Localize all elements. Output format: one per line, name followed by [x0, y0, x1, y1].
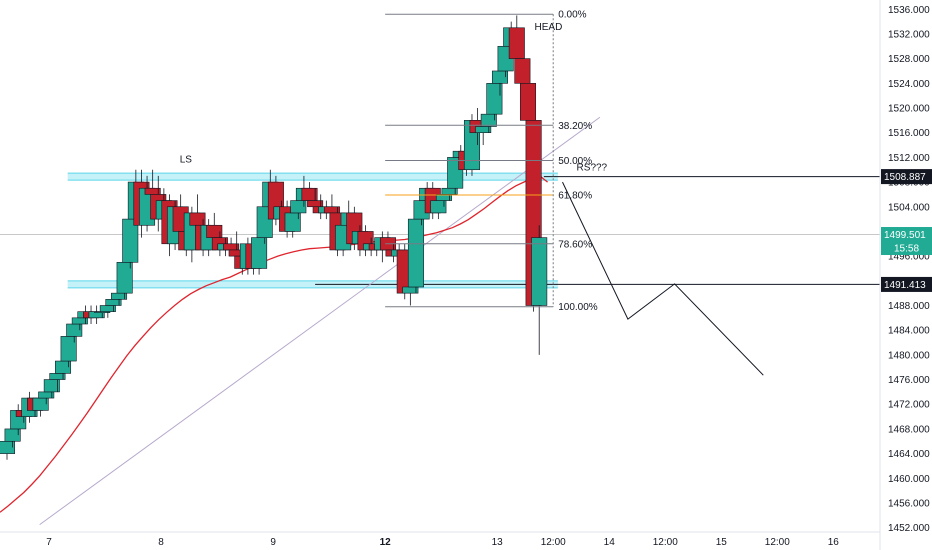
price-badge-0	[881, 169, 932, 185]
price-badge-1	[881, 276, 932, 292]
trendline-layer	[39, 116, 601, 525]
x-tick-label: 8	[158, 537, 164, 548]
projection-layer	[562, 181, 764, 376]
annotation-rs: RS???	[577, 162, 608, 173]
fib-label-2: 50.00%	[558, 156, 592, 167]
y-tick-label: 1516.000	[888, 128, 930, 139]
y-tick-label: 1468.000	[888, 424, 930, 435]
zones-layer	[67, 172, 558, 289]
candle-95	[531, 225, 548, 355]
price-badges: 1508.887 1491.413 1499.501 15:58	[881, 169, 932, 292]
ema-line	[0, 175, 549, 513]
projection-path	[562, 181, 764, 376]
fib-label-5: 100.00%	[558, 302, 598, 313]
trendline	[39, 116, 601, 525]
candle-93	[519, 83, 537, 133]
candles-layer	[0, 15, 548, 460]
y-tick-label: 1484.000	[888, 326, 930, 337]
y-tick-label: 1472.000	[888, 400, 930, 411]
y-tick-label: 1504.000	[888, 202, 930, 213]
y-tick-label: 1464.000	[888, 449, 930, 460]
y-tick-label: 1460.000	[888, 474, 930, 485]
candle-body-95	[531, 237, 548, 306]
fib-label-4: 78.60%	[558, 239, 592, 250]
x-tick-label: 15	[716, 537, 728, 548]
fib-layer: 0.00% 38.20% 50.00% 61.80% 78.60% 100.00%	[385, 10, 598, 313]
current-price-badge	[881, 227, 932, 256]
current-price-label: 1499.501	[884, 230, 926, 241]
candle-body-73	[407, 218, 424, 288]
fib-label-0: 0.00%	[558, 10, 586, 21]
annotation-head: HEAD	[535, 22, 563, 33]
y-tick-label: 1496.000	[888, 252, 930, 263]
y-tick-label: 1528.000	[888, 54, 930, 65]
candle-body-92	[514, 58, 531, 84]
candle-73	[407, 212, 424, 294]
fib-label-1: 38.20%	[558, 121, 592, 132]
fib-label-3: 61.80%	[558, 191, 592, 202]
y-tick-label: 1452.000	[888, 523, 930, 534]
y-tick-label: 1536.000	[888, 5, 930, 16]
y-tick-label: 1476.000	[888, 375, 930, 386]
candle-body-93	[519, 83, 537, 121]
y-tick-label: 1480.000	[888, 350, 930, 361]
x-tick-label: 7	[46, 537, 52, 548]
y-tick-label: 1512.000	[888, 153, 930, 164]
y-tick-label: 1488.000	[888, 301, 930, 312]
x-tick-label: 13	[492, 537, 504, 548]
candle-22	[122, 212, 139, 269]
x-tick-label: 16	[828, 537, 840, 548]
y-tick-label: 1456.000	[888, 498, 930, 509]
candle-body-91	[508, 27, 525, 59]
annotations-layer: LS HEAD RS???	[180, 22, 608, 173]
x-tick-label: 12:00	[541, 537, 566, 548]
candle-45	[251, 231, 268, 275]
y-tick-label: 1524.000	[888, 79, 930, 90]
candle-body-22	[122, 218, 139, 263]
support-zone-1	[67, 280, 558, 288]
y-axis[interactable]: 1536.000 1532.000 1528.000 1524.000 1520.000…	[879, 0, 930, 550]
x-axis[interactable]: 7 8 9 12 13 12:00 14 12:00 15 12:00 16	[0, 531, 880, 548]
x-tick-label: 12:00	[653, 537, 678, 548]
support-zone-0	[67, 173, 558, 181]
x-tick-label: 9	[270, 537, 276, 548]
candle-86	[480, 108, 497, 133]
x-tick-label: 14	[604, 537, 616, 548]
x-tick-label: 12	[380, 537, 392, 548]
countdown-label: 15:58	[894, 244, 919, 255]
x-tick-label: 12:00	[765, 537, 790, 548]
y-tick-label: 1532.000	[888, 29, 930, 40]
annotation-ls: LS	[180, 154, 193, 165]
price-badge-label-1: 1491.413	[884, 280, 926, 291]
ema-layer	[0, 175, 549, 513]
y-tick-label: 1520.000	[888, 104, 930, 115]
price-badge-label-0: 1508.887	[884, 172, 926, 183]
